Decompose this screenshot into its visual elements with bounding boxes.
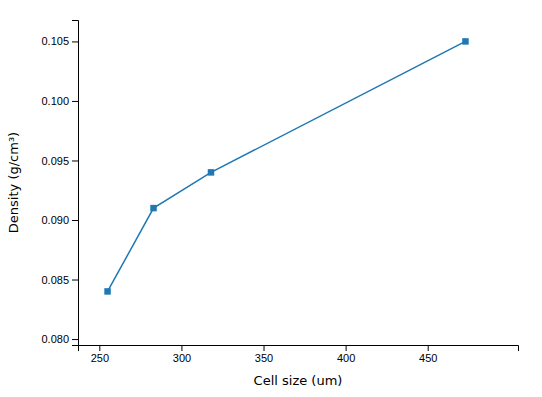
tick-label: 0.100 — [41, 95, 69, 107]
axis-line — [72, 21, 79, 346]
tick-label: 350 — [255, 352, 273, 364]
tick-label: 0.085 — [41, 274, 69, 286]
tick: 0.105 — [41, 35, 78, 47]
chart: 250 300 350 400 450 0.080 0.085 0.090 0.095 0.100… — [0, 0, 542, 397]
tick: 300 — [173, 345, 191, 364]
marker — [104, 288, 110, 294]
x-axis: 250 300 350 400 450 — [79, 345, 519, 364]
axis-line — [79, 346, 519, 352]
tick-label: 0.095 — [41, 154, 69, 166]
tick: 0.095 — [41, 154, 78, 166]
tick-label: 0.105 — [41, 35, 69, 47]
marker — [208, 169, 214, 175]
tick-mark — [181, 345, 182, 351]
tick-mark — [428, 345, 429, 351]
line — [108, 41, 466, 291]
tick: 400 — [337, 345, 355, 364]
tick-label: 250 — [91, 352, 109, 364]
y-axis-title: Density (g/cm³) — [6, 132, 21, 233]
marker — [462, 38, 468, 44]
tick: 0.080 — [41, 333, 78, 345]
plot: 250 300 350 400 450 0.080 0.085 0.090 0.095 0.100… — [41, 21, 518, 364]
tick: 0.100 — [41, 95, 78, 107]
tick-mark — [72, 160, 78, 161]
marker — [150, 205, 156, 211]
tick: 350 — [255, 345, 273, 364]
tick-mark — [346, 345, 347, 351]
tick-mark — [99, 345, 100, 351]
tick-mark — [72, 41, 78, 42]
tick-mark — [72, 280, 78, 281]
tick-mark — [264, 345, 265, 351]
tick-mark — [72, 339, 78, 340]
tick: 450 — [419, 345, 437, 364]
x-axis-title: Cell size (um) — [254, 373, 343, 388]
tick: 250 — [91, 345, 109, 364]
tick: 0.085 — [41, 274, 78, 286]
tick-mark — [72, 101, 78, 102]
tick-label: 450 — [419, 352, 437, 364]
tick-label: 400 — [337, 352, 355, 364]
tick-label: 0.080 — [41, 333, 69, 345]
tick-label: 300 — [173, 352, 191, 364]
tick-label: 0.090 — [41, 214, 69, 226]
marks — [104, 38, 468, 294]
tick-mark — [72, 220, 78, 221]
y-axis: 0.080 0.085 0.090 0.095 0.100 0.105 — [41, 21, 78, 346]
tick: 0.090 — [41, 214, 78, 226]
